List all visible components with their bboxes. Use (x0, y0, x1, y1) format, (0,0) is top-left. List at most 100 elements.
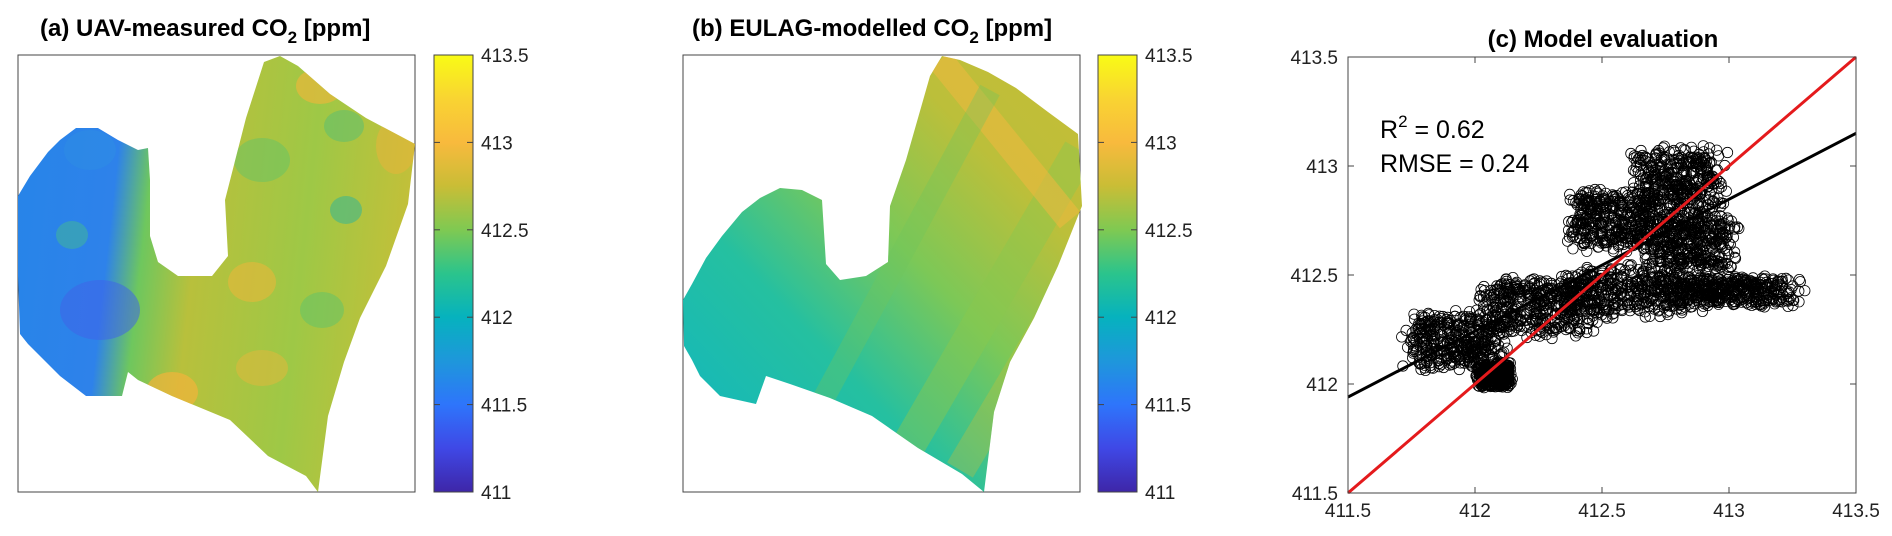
scatter-point (1675, 278, 1687, 290)
scatter-point (1633, 202, 1646, 214)
scatter-point (1695, 237, 1707, 249)
scatter-point (1427, 315, 1440, 328)
scatter-point (1627, 202, 1640, 214)
scatter-point (1576, 190, 1589, 202)
scatter-point (1731, 221, 1744, 233)
scatter-point (1562, 235, 1574, 247)
scatter-point (1505, 292, 1517, 304)
scatter-point (1511, 321, 1523, 333)
scatter-point (1678, 144, 1690, 156)
scatter-point (1687, 282, 1699, 294)
scatter-point (1597, 216, 1609, 228)
scatter-point (1725, 260, 1737, 272)
scatter-point (1648, 190, 1660, 202)
scatter-point (1628, 177, 1640, 189)
scatter-point (1793, 273, 1805, 286)
scatter-point (1500, 273, 1512, 285)
scatter-point (1499, 362, 1511, 374)
scatter-point (1597, 228, 1609, 240)
scatter-point (1564, 188, 1576, 200)
y-tick-label: 413.5 (1290, 48, 1338, 69)
scatter-point (1540, 329, 1552, 341)
scatter-point (1408, 308, 1420, 320)
scatter-point (1645, 284, 1657, 297)
scatter-point (1588, 294, 1601, 307)
scatter-point (1684, 181, 1697, 194)
scatter-point (1647, 255, 1659, 268)
scatter-point (1459, 319, 1471, 331)
scatter-point (1736, 291, 1748, 303)
scatter-point (1524, 318, 1536, 331)
scatter-point (1616, 270, 1628, 282)
scatter-point (1701, 274, 1713, 286)
scatter-point (1725, 215, 1738, 227)
scatter-point (1587, 304, 1600, 316)
colorbar-a-tick-label: 413.5 (481, 46, 529, 67)
scatter-point (1524, 304, 1536, 317)
scatter-point (1539, 319, 1551, 331)
scatter-point (1670, 237, 1682, 249)
scatter-point (1725, 293, 1737, 305)
scatter-point (1659, 153, 1671, 165)
scatter-point (1770, 296, 1782, 308)
scatter-point (1422, 307, 1434, 319)
scatter-point (1612, 280, 1624, 292)
scatter-point (1537, 307, 1549, 319)
scatter-point (1650, 173, 1663, 185)
scatter-point (1605, 277, 1617, 289)
scatter-point (1686, 252, 1698, 264)
scatter-point (1663, 252, 1676, 264)
scatter-point (1654, 162, 1666, 174)
scatter-point (1701, 215, 1713, 227)
scatter-point (1466, 313, 1478, 326)
scatter-point (1670, 194, 1682, 206)
colorbar-b (1097, 54, 1138, 493)
scatter-point (1769, 298, 1781, 310)
scatter-point (1646, 191, 1658, 203)
scatter-point (1446, 358, 1458, 371)
scatter-point (1542, 316, 1554, 328)
scatter-point (1701, 285, 1713, 298)
scatter-point (1788, 294, 1800, 306)
scatter-point (1538, 289, 1550, 301)
scatter-point (1662, 253, 1675, 265)
scatter-point (1687, 200, 1699, 212)
y-tick-label: 411.5 (1292, 484, 1338, 505)
scatter-point (1621, 233, 1634, 245)
scatter-point (1495, 377, 1507, 390)
scatter-point (1693, 279, 1705, 291)
scatter-point (1697, 289, 1709, 301)
scatter-point (1501, 326, 1513, 338)
scatter-point (1583, 218, 1595, 230)
x-tick-label: 411.5 (1325, 501, 1371, 522)
scatter-point (1704, 142, 1716, 154)
scatter-point (1657, 184, 1669, 196)
r-squared-label: R2 = 0.62 (1380, 112, 1485, 144)
scatter-point (1734, 273, 1746, 286)
scatter-point (1637, 154, 1649, 166)
scatter-point (1415, 363, 1427, 375)
scatter-point (1676, 152, 1688, 164)
scatter-point (1719, 228, 1732, 241)
scatter-point (1664, 239, 1677, 251)
scatter-point (1627, 164, 1640, 176)
scatter-point (1442, 317, 1454, 330)
scatter-point (1650, 147, 1662, 159)
rmse-label: RMSE = 0.24 (1380, 150, 1529, 178)
scatter-point (1742, 298, 1755, 310)
scatter-point (1693, 148, 1705, 160)
scatter-point (1600, 187, 1612, 199)
scatter-point (1581, 326, 1593, 339)
scatter-point (1693, 197, 1705, 209)
scatter-point (1672, 196, 1684, 208)
scatter-point (1487, 363, 1499, 375)
scatter-point (1713, 150, 1725, 162)
scatter-point (1715, 177, 1727, 190)
scatter-point (1565, 297, 1578, 309)
scatter-point (1602, 198, 1614, 210)
scatter-point (1765, 285, 1778, 297)
scatter-point (1502, 278, 1514, 290)
scatter-point (1463, 356, 1475, 368)
scatter-point (1702, 260, 1714, 273)
scatter-point (1587, 228, 1599, 240)
